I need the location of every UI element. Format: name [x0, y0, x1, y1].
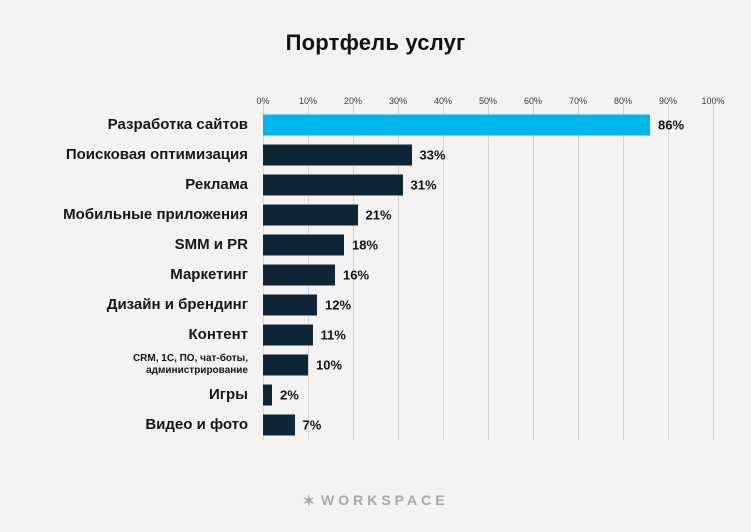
value-label: 18% — [352, 237, 379, 253]
bar — [263, 294, 317, 316]
category-label: Разработка сайтов — [107, 115, 248, 133]
bar — [263, 144, 412, 166]
value-label: 11% — [320, 327, 346, 343]
bar-row: Мобильные приложения 21% — [63, 200, 713, 230]
x-axis-tick: 40% — [433, 96, 453, 106]
bar — [263, 324, 313, 346]
category-label: SMM и PR — [174, 235, 248, 253]
footer-brand: ✶ WORKSPACE — [0, 492, 751, 510]
x-axis-tick: 50% — [478, 96, 498, 106]
category-label: Маркетинг — [170, 265, 248, 283]
gridline — [713, 104, 714, 440]
bar-row: SMM и PR 18% — [175, 230, 713, 260]
value-label: 12% — [325, 297, 352, 313]
category-label: Поисковая оптимизация — [65, 145, 248, 163]
bar — [263, 264, 335, 286]
category-label: CRM, 1С, ПО, чат-боты, администрирование — [132, 353, 248, 376]
workspace-star-icon: ✶ — [302, 493, 316, 510]
category-label: Видео и фото — [145, 415, 248, 433]
bar-row: Видео и фото 7% — [145, 410, 713, 440]
chart-title: Портфель услуг — [285, 30, 466, 55]
value-label: 10% — [316, 357, 343, 373]
brand-wordmark: WORKSPACE — [321, 492, 449, 508]
x-axis-tick: 10% — [298, 96, 318, 106]
x-axis-tick: 30% — [388, 96, 408, 106]
bar — [263, 414, 295, 436]
chart-rows: Разработка сайтов 86% Поисковая оптимизаци… — [63, 104, 714, 440]
value-label: 21% — [365, 207, 392, 223]
bar-row: Контент 11% — [189, 320, 713, 350]
bar-row: Разработка сайтов 86% — [108, 110, 713, 140]
bar — [263, 354, 308, 376]
bar-row: Реклама 31% — [185, 170, 713, 200]
bar — [263, 234, 344, 256]
category-label: Реклама — [185, 175, 248, 193]
x-axis-tick: 0% — [256, 96, 270, 106]
bar-row: Дизайн и брендинг 12% — [107, 290, 713, 320]
x-axis-tick: 60% — [523, 96, 543, 106]
category-label: Дизайн и брендинг — [106, 295, 248, 313]
value-label: 7% — [302, 417, 322, 433]
x-axis-tick: 20% — [343, 96, 363, 106]
bar-row: Маркетинг 16% — [170, 260, 713, 290]
value-label: 2% — [280, 387, 299, 403]
value-label: 31% — [410, 177, 437, 193]
bar — [263, 384, 272, 406]
bar — [263, 114, 650, 136]
x-axis-tick: 70% — [568, 96, 588, 106]
value-label: 33% — [419, 147, 446, 163]
bar-row: CRM, 1С, ПО, чат-боты, администрирование… — [133, 350, 713, 380]
bar-row: Поисковая оптимизация 33% — [66, 140, 713, 170]
category-label: Игры — [208, 385, 248, 403]
bar-chart: 0% 10% 20% 30% 40% 50% 60% 70% 80% 90% 100% Разраб… — [63, 96, 725, 440]
category-label: Контент — [188, 325, 248, 343]
bar-row: Игры 2% — [209, 380, 713, 410]
value-label: 86% — [658, 117, 685, 133]
x-axis-tick: 80% — [613, 96, 633, 106]
x-axis-tick: 90% — [658, 96, 678, 106]
bar — [263, 174, 403, 196]
category-label: Мобильные приложения — [63, 205, 248, 223]
x-axis-ticks: 0% 10% 20% 30% 40% 50% 60% 70% 80% 90% 100% — [256, 96, 724, 110]
value-label: 16% — [343, 267, 370, 283]
bar — [263, 204, 358, 226]
x-axis-tick: 100% — [701, 96, 725, 106]
